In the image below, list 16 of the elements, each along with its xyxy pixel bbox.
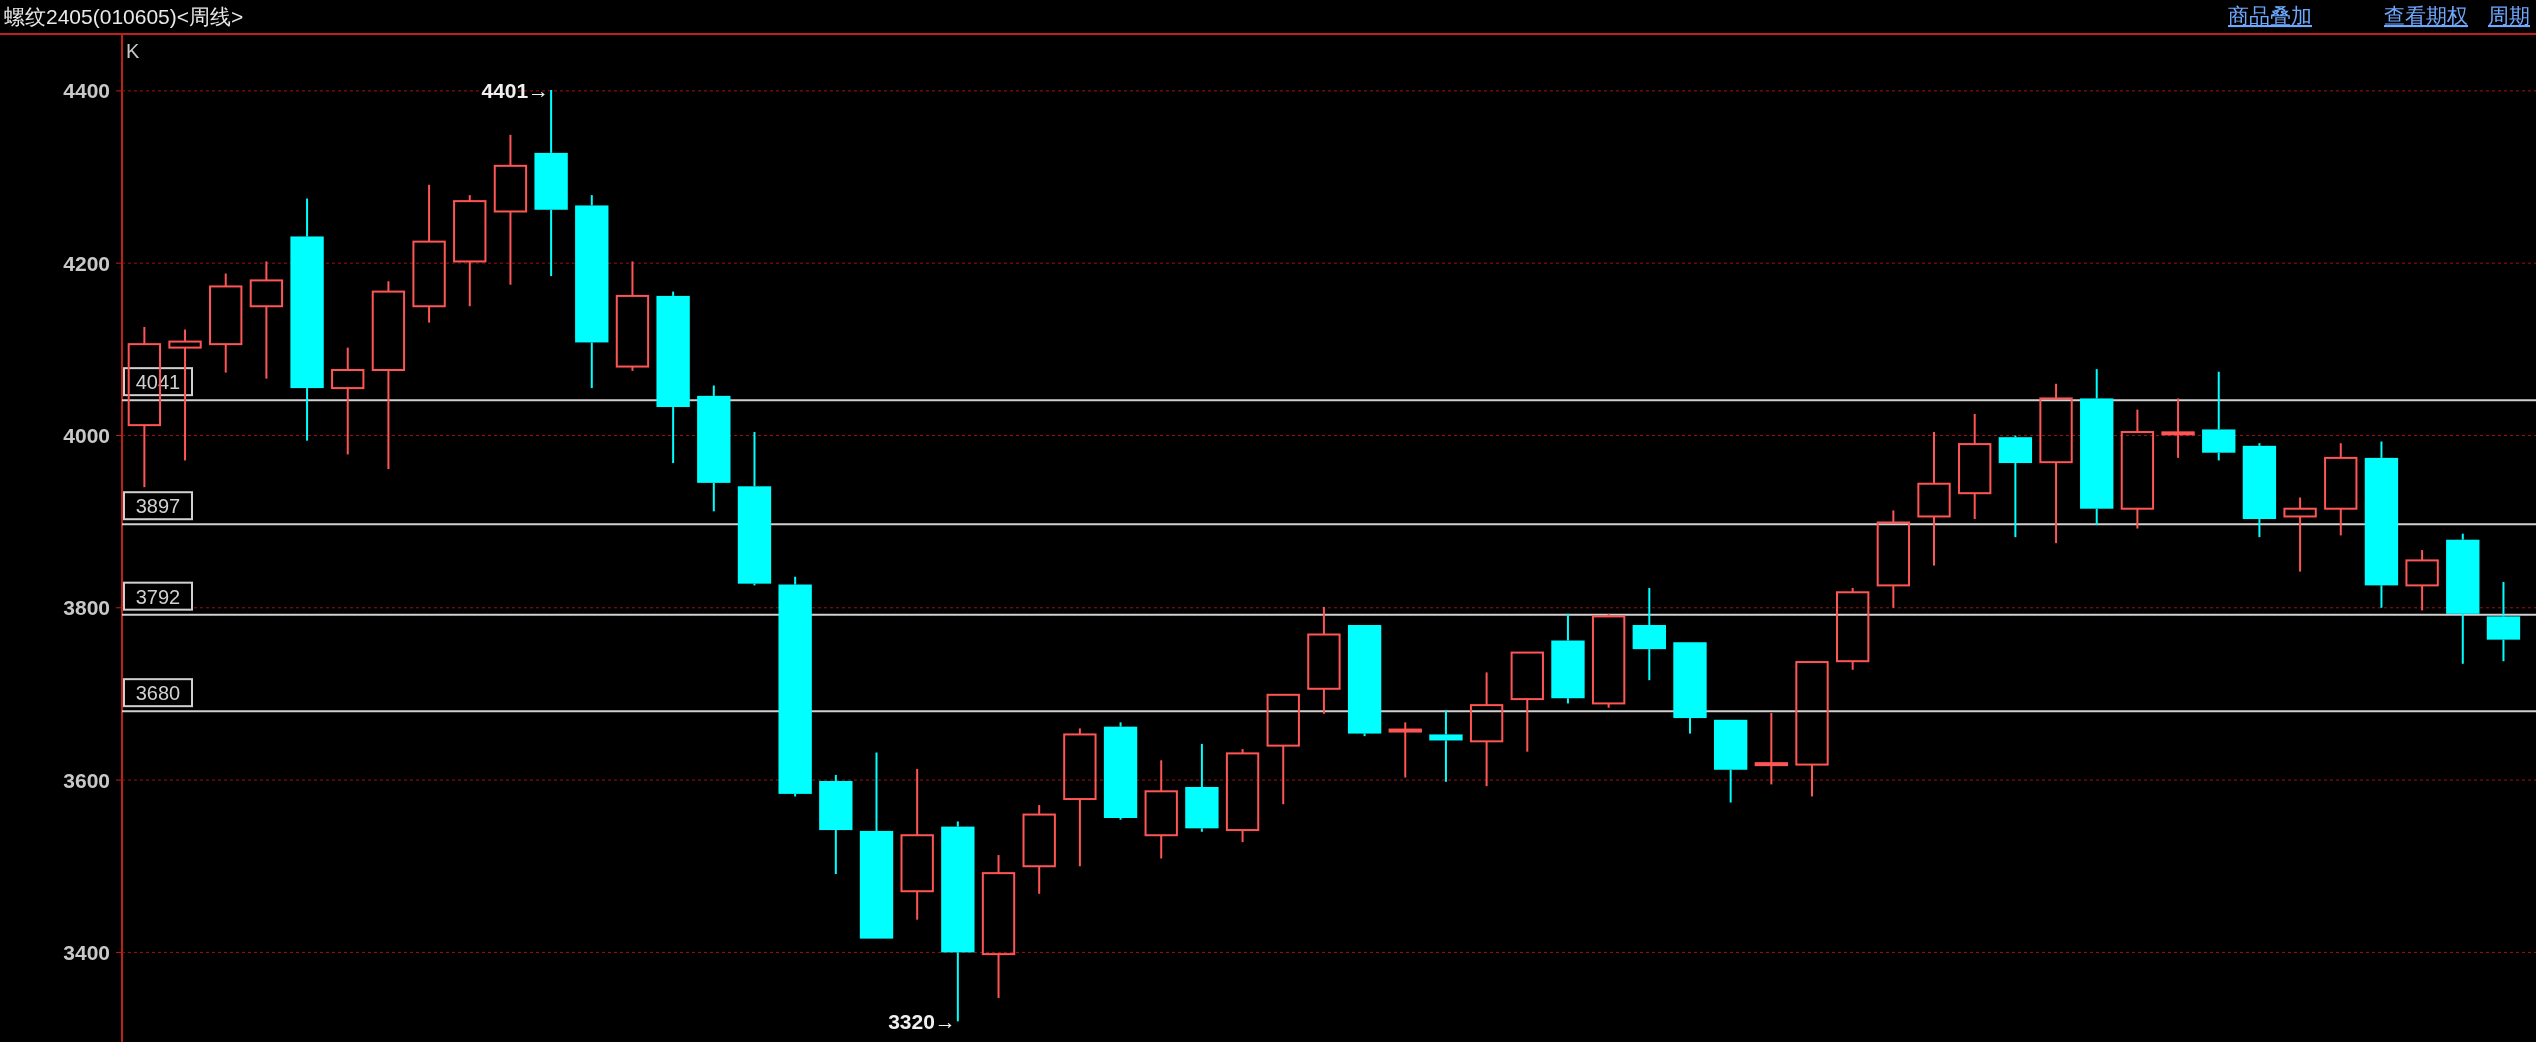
y-tick-label: 3800 <box>63 596 110 620</box>
annotation: K <box>126 40 140 62</box>
y-tick-label: 4200 <box>63 251 110 275</box>
chart-title: 螺纹2405(010605)<周线> <box>4 5 244 28</box>
ref-line-label: 3792 <box>135 585 181 608</box>
annotation: 4401→ <box>481 78 550 102</box>
text: 周期 <box>2488 4 2530 27</box>
text: 查看期权 <box>2384 4 2468 27</box>
annotation: 3320→ <box>888 1009 956 1033</box>
y-tick-label: 3600 <box>63 768 110 792</box>
y-tick-label: 4400 <box>63 79 110 103</box>
ref-line-label: 3897 <box>135 495 181 518</box>
ref-line-label: 3680 <box>135 682 181 705</box>
y-tick-label: 3400 <box>63 940 110 964</box>
y-tick-label: 4000 <box>63 423 110 447</box>
text: 商品叠加 <box>2228 4 2312 27</box>
